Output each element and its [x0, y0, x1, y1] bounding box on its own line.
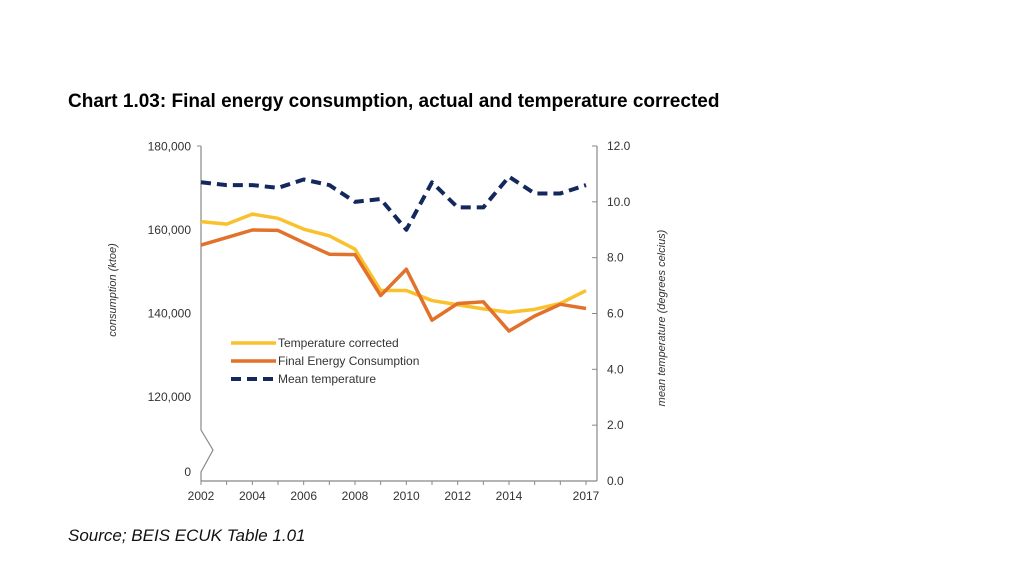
- y2-tick-label: 2.0: [607, 418, 624, 432]
- y2-tick-label: 10.0: [607, 195, 631, 209]
- legend-label: Temperature corrected: [278, 336, 399, 350]
- x-tick-label: 2006: [290, 489, 317, 503]
- left-axis-line: [200, 146, 214, 481]
- x-tick-label: 2010: [393, 489, 420, 503]
- y2-axis-label: mean temperature (degrees celcius): [656, 229, 668, 406]
- y-tick-label: 160,000: [148, 223, 192, 237]
- x-tick-label: 2002: [188, 489, 215, 503]
- x-tick-label: 2017: [573, 489, 600, 503]
- y2-tick-label: 6.0: [607, 307, 624, 321]
- legend-label: Final Energy Consumption: [278, 354, 419, 368]
- y-tick-label: 180,000: [148, 140, 192, 154]
- y2-tick-label: 4.0: [607, 362, 624, 376]
- y-tick-label: 120,000: [148, 390, 192, 404]
- x-tick-label: 2008: [342, 489, 369, 503]
- y-tick-label: 140,000: [148, 307, 192, 321]
- chart-title: Chart 1.03: Final energy consumption, ac…: [68, 91, 720, 112]
- legend-label: Mean temperature: [278, 372, 376, 386]
- x-tick-label: 2014: [496, 489, 523, 503]
- source-note: Source; BEIS ECUK Table 1.01: [68, 526, 306, 545]
- y2-tick-label: 12.0: [607, 139, 631, 153]
- y2-tick-label: 8.0: [607, 251, 624, 265]
- y2-tick-label: 0.0: [607, 474, 624, 488]
- x-tick-label: 2012: [444, 489, 471, 503]
- x-tick-label: 2004: [239, 489, 266, 503]
- series-line-temperature-corrected: [200, 212, 587, 314]
- series-line-final-energy-consumption: [200, 228, 587, 333]
- y-axis-label: consumption (ktoe): [107, 243, 119, 337]
- y-tick-label: 0: [184, 465, 191, 479]
- series-line-mean-temperature: [200, 174, 587, 232]
